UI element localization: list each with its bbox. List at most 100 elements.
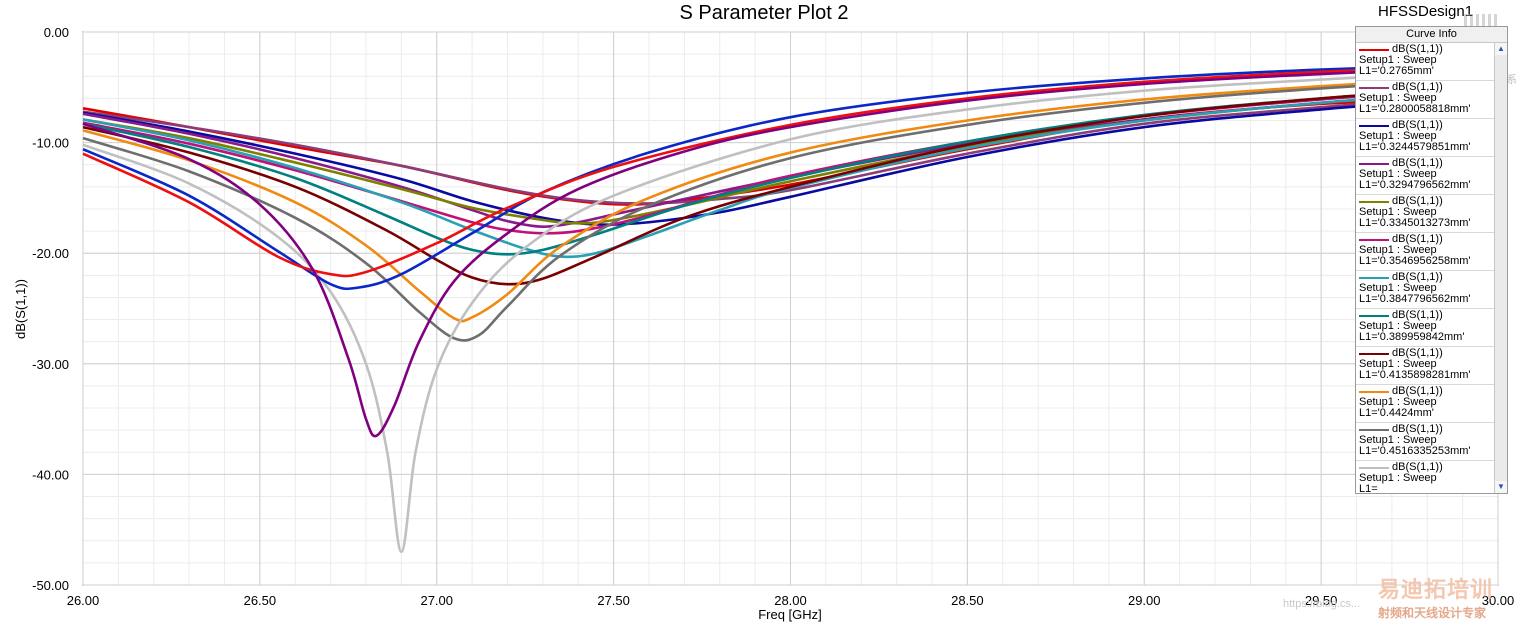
x-tick-label: 29.50	[1305, 593, 1338, 608]
legend-entry-setup: Setup1 : Sweep	[1359, 206, 1437, 218]
legend-entry-name: dB(S(1,1))	[1392, 157, 1443, 169]
series-line-10[interactable]	[82, 74, 1499, 323]
legend-entry[interactable]: dB(S(1,1)) Setup1 : Sweep L1='0.4135898281…	[1356, 347, 1494, 385]
series-line-14[interactable]	[82, 63, 1499, 278]
chart-title: S Parameter Plot 2	[680, 2, 849, 24]
legend-entry-setup: Setup1 : Sweep	[1359, 320, 1437, 332]
scroll-up-icon[interactable]: ▲	[1495, 43, 1507, 55]
legend-entry-setup: Setup1 : Sweep	[1359, 54, 1437, 66]
legend-entry-setup: Setup1 : Sweep	[1359, 282, 1437, 294]
legend-entry-name: dB(S(1,1))	[1392, 43, 1443, 55]
scroll-down-icon[interactable]: ▼	[1495, 481, 1507, 493]
y-tick-label: 0.00	[44, 25, 69, 40]
tick-layer: 26.00 26.50 27.00 27.50 28.00 28.50 29.00 29.50…	[32, 25, 1514, 608]
legend-entry-param: L1='0.389959842mm'	[1359, 331, 1465, 343]
legend-entry-param: L1='0.4516335253mm'	[1359, 445, 1471, 457]
y-tick-label: -10.00	[32, 136, 69, 151]
legend-swatch	[1359, 239, 1389, 241]
legend-swatch	[1359, 201, 1389, 203]
brand-watermark: 易迪拓培训	[1378, 577, 1494, 602]
design-name: HFSSDesign1	[1378, 3, 1474, 20]
legend-entry[interactable]: dB(S(1,1)) Setup1 : Sweep L1='0.2800058818…	[1356, 81, 1494, 119]
x-tick-label: 28.00	[774, 593, 807, 608]
y-tick-label: -40.00	[32, 467, 69, 482]
legend-entry-name: dB(S(1,1))	[1392, 347, 1443, 359]
legend-entry-param: L1='0.3294796562mm'	[1359, 179, 1471, 191]
legend-entry-name: dB(S(1,1))	[1392, 195, 1443, 207]
legend-swatch	[1359, 49, 1389, 51]
url-watermark: https://blog.cs...	[1283, 598, 1361, 610]
y-axis-label: dB(S(1,1))	[13, 279, 28, 339]
legend-entry-setup: Setup1 : Sweep	[1359, 92, 1437, 104]
legend-swatch	[1359, 125, 1389, 127]
legend-entry-name: dB(S(1,1))	[1392, 233, 1443, 245]
x-tick-label: 28.50	[951, 593, 984, 608]
legend-entry-name: dB(S(1,1))	[1392, 119, 1443, 131]
brand-subtitle-watermark: 射频和天线设计专家	[1378, 606, 1487, 620]
legend-entry-param: L1='0.3847796562mm'	[1359, 293, 1471, 305]
legend-swatch	[1359, 467, 1389, 469]
x-tick-label: 27.00	[420, 593, 453, 608]
legend-entry-param: L1='0.3345013273mm'	[1359, 217, 1471, 229]
x-tick-label: 29.00	[1128, 593, 1161, 608]
series-line-2[interactable]	[82, 92, 1499, 205]
legend-entry[interactable]: dB(S(1,1)) Setup1 : Sweep L1='0.3294796562…	[1356, 157, 1494, 195]
legend-swatch	[1359, 87, 1389, 89]
x-tick-label: 26.50	[244, 593, 277, 608]
legend-entry-setup: Setup1 : Sweep	[1359, 358, 1437, 370]
legend-entry[interactable]: dB(S(1,1)) Setup1 : Sweep L1='0.3546956258…	[1356, 233, 1494, 271]
legend-entry[interactable]: dB(S(1,1)) Setup1 : Sweep L1='0.3244579851…	[1356, 119, 1494, 157]
x-tick-label: 30.00	[1482, 593, 1515, 608]
legend-entry-param: L1='0.3546956258mm'	[1359, 255, 1471, 267]
legend-swatch	[1359, 429, 1389, 431]
series-line-7[interactable]	[82, 88, 1499, 259]
curve-info-legend[interactable]: Curve Info dB(S(1,1)) Setup1 : Sweep L1='0…	[1355, 26, 1508, 494]
legend-entry-param: L1='0.4424mm'	[1359, 407, 1434, 419]
legend-entry-param: L1='0.2765mm'	[1359, 65, 1434, 77]
legend-entry-param: L1='0.2800058818mm'	[1359, 103, 1471, 115]
legend-entry-param: L1='0.3244579851mm'	[1359, 141, 1471, 153]
legend-body: dB(S(1,1)) Setup1 : Sweep L1='0.2765mm' dB(…	[1356, 43, 1494, 493]
legend-swatch	[1359, 353, 1389, 355]
legend-entry-setup: Setup1 : Sweep	[1359, 130, 1437, 142]
legend-swatch	[1359, 391, 1389, 393]
legend-entry-name: dB(S(1,1))	[1392, 385, 1443, 397]
series-line-12[interactable]	[82, 69, 1499, 554]
series-line-13[interactable]	[82, 62, 1499, 291]
legend-entry[interactable]: dB(S(1,1)) Setup1 : Sweep L1='0.4516335253…	[1356, 423, 1494, 461]
x-tick-label: 26.00	[67, 593, 100, 608]
legend-entry-name: dB(S(1,1))	[1392, 271, 1443, 283]
legend-entry-setup: Setup1 : Sweep	[1359, 396, 1437, 408]
legend-entry-setup: Setup1 : Sweep	[1359, 244, 1437, 256]
legend-entry[interactable]: dB(S(1,1)) Setup1 : Sweep L1=	[1356, 461, 1494, 493]
y-tick-label: -50.00	[32, 578, 69, 593]
series-line-3[interactable]	[82, 94, 1499, 226]
legend-entry[interactable]: dB(S(1,1)) Setup1 : Sweep L1='0.389959842m…	[1356, 309, 1494, 347]
legend-entry-name: dB(S(1,1))	[1392, 423, 1443, 435]
series-line-11[interactable]	[82, 77, 1499, 342]
legend-entry-setup: Setup1 : Sweep	[1359, 472, 1437, 484]
legend-scrollbar[interactable]: ▲ ▼	[1494, 43, 1507, 493]
x-tick-label: 27.50	[597, 593, 630, 608]
legend-entry[interactable]: dB(S(1,1)) Setup1 : Sweep L1='0.3847796562…	[1356, 271, 1494, 309]
legend-entry-name: dB(S(1,1))	[1392, 309, 1443, 321]
legend-header: Curve Info	[1356, 27, 1507, 43]
legend-swatch	[1359, 315, 1389, 317]
legend-entry[interactable]: dB(S(1,1)) Setup1 : Sweep L1='0.2765mm'	[1356, 43, 1494, 81]
legend-swatch	[1359, 277, 1389, 279]
legend-entry-param: L1='0.4135898281mm'	[1359, 369, 1471, 381]
y-tick-label: -30.00	[32, 357, 69, 372]
legend-entry-setup: Setup1 : Sweep	[1359, 168, 1437, 180]
legend-entry-setup: Setup1 : Sweep	[1359, 434, 1437, 446]
series-layer	[82, 62, 1499, 554]
legend-entry[interactable]: dB(S(1,1)) Setup1 : Sweep L1='0.4424mm'	[1356, 385, 1494, 423]
legend-entry-name: dB(S(1,1))	[1392, 461, 1443, 473]
legend-entry-name: dB(S(1,1))	[1392, 81, 1443, 93]
series-line-9[interactable]	[82, 84, 1499, 286]
legend-entry[interactable]: dB(S(1,1)) Setup1 : Sweep L1='0.3345013273…	[1356, 195, 1494, 233]
legend-entry-param: L1=	[1359, 483, 1378, 494]
series-line-15[interactable]	[82, 64, 1499, 438]
x-axis-label: Freq [GHz]	[758, 607, 822, 622]
legend-swatch	[1359, 163, 1389, 165]
